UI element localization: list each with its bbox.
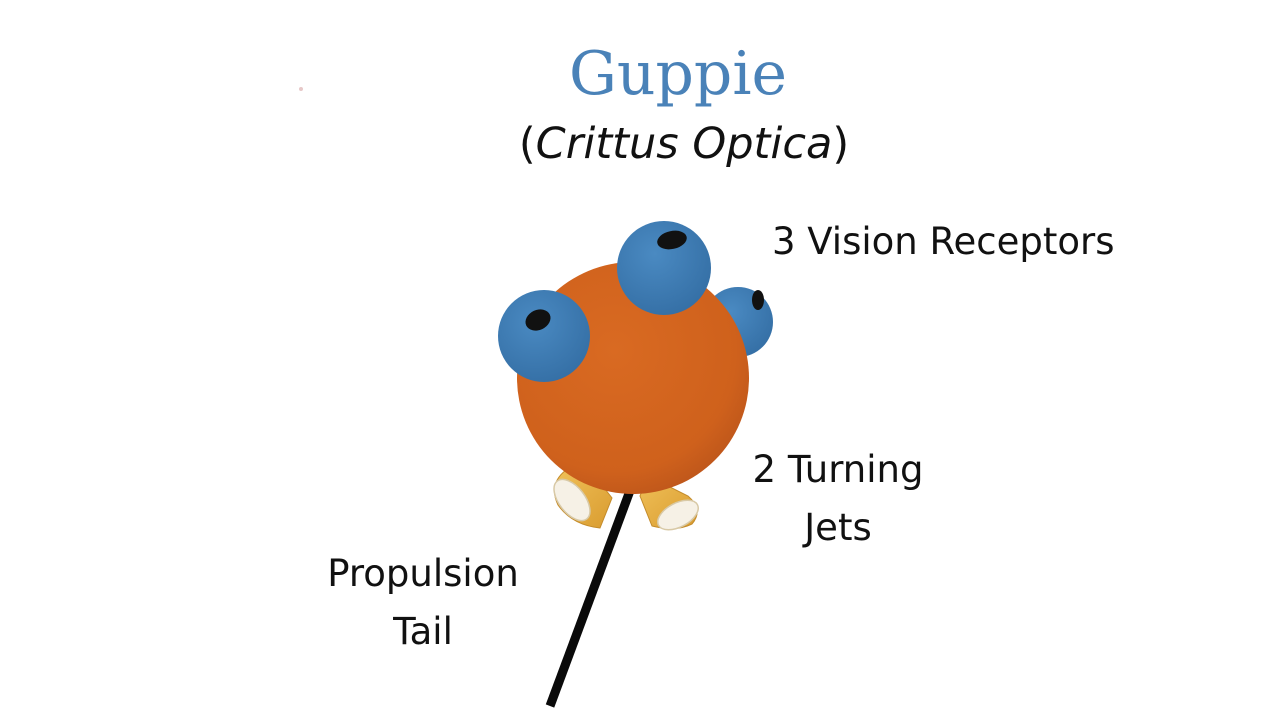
propulsion-tail <box>545 478 639 708</box>
speck <box>299 87 303 91</box>
turning-jet-left <box>553 469 613 529</box>
species-name: Crittus Optica <box>535 119 833 169</box>
slide-title: Guppie <box>568 39 788 109</box>
label-propulsion-tail: Propulsion Tail <box>318 545 528 661</box>
subtitle-close-paren: ) <box>832 119 850 169</box>
label-propulsion-tail-line-2: Tail <box>393 610 453 653</box>
vision-receptor-left <box>498 290 590 382</box>
label-turning-jets-line-2: Jets <box>804 506 872 549</box>
label-turning-jets-line-1: 2 Turning <box>752 448 924 491</box>
label-turning-jets: 2 Turning Jets <box>738 441 938 557</box>
slide-subtitle: (Crittus Optica) <box>0 114 1280 174</box>
vision-receptor-top <box>617 221 711 315</box>
label-vision-receptors: 3 Vision Receptors <box>772 220 1115 263</box>
subtitle-open-paren: ( <box>518 119 536 169</box>
label-propulsion-tail-line-1: Propulsion <box>327 552 519 595</box>
